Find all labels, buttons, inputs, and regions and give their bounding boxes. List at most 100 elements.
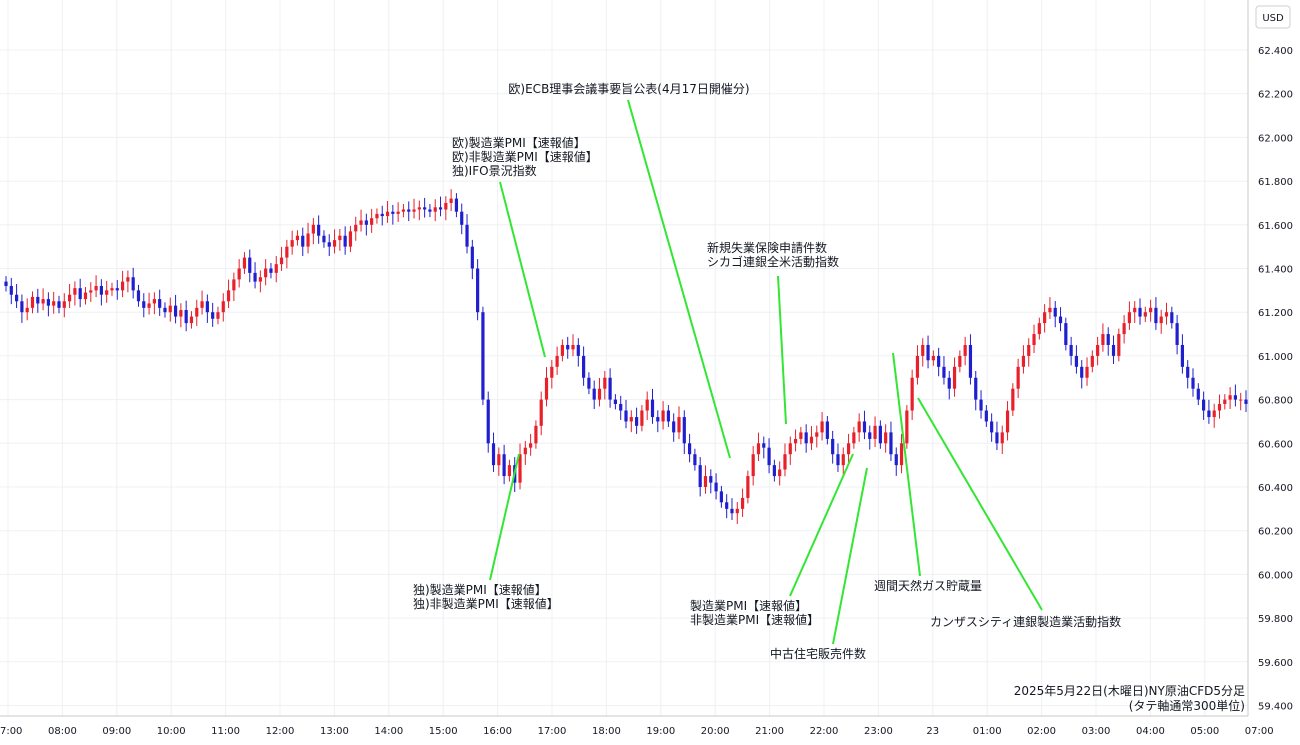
candle-body (804, 432, 808, 444)
candle-body (1191, 377, 1195, 389)
candle-body (1069, 344, 1073, 356)
y-axis-panel (1248, 0, 1300, 745)
candle-body (831, 438, 835, 455)
candle-body (78, 288, 82, 300)
annotation-text: 独)非製造業PMI【速報値】 (413, 596, 559, 611)
candle-body (958, 355, 962, 367)
candle-body (762, 443, 766, 448)
candle-body (809, 436, 814, 444)
candle-body (279, 257, 284, 265)
candle-body (1170, 312, 1174, 324)
candle-body (841, 454, 845, 466)
x-tick-label: 03:00 (1082, 726, 1111, 737)
candle-body (799, 432, 803, 439)
annotation-text: 新規失業保険申請件数 (707, 240, 827, 255)
candle-body (242, 257, 247, 269)
y-tick-label: 59.400 (1258, 702, 1293, 713)
candle-body (1143, 312, 1147, 317)
candle-body (1175, 323, 1179, 345)
candle-body (89, 290, 93, 293)
candle-body (523, 447, 527, 455)
x-tick-label: 04:00 (1136, 726, 1165, 737)
candle-body (428, 209, 432, 212)
candle-body (873, 425, 877, 439)
candle-body (359, 220, 363, 225)
candle-body (327, 242, 331, 247)
candle-body (619, 403, 623, 411)
candle-body (852, 432, 856, 444)
y-tick-label: 62.400 (1258, 46, 1293, 57)
candle-body (67, 294, 72, 302)
candle-body (258, 277, 262, 282)
candle-body (317, 224, 321, 236)
candle-body (9, 285, 13, 295)
candle-body (1032, 334, 1036, 345)
candle-body (99, 285, 103, 295)
x-tick-label: 01:00 (973, 726, 1002, 737)
candle-body (1228, 395, 1232, 400)
candle-body (682, 417, 686, 444)
candle-body (815, 432, 819, 437)
candle-body (4, 281, 8, 286)
candle-body (587, 377, 591, 389)
x-tick-label: 14:00 (374, 726, 403, 737)
candle-body (412, 209, 416, 212)
candle-body (168, 305, 172, 313)
candle-body (915, 355, 920, 378)
candle-body (1217, 403, 1222, 411)
annotations: 欧)ECB理事会議事要旨公表(4月17日開催分) 欧)製造業PMI【速報値】欧)非… (413, 82, 1121, 661)
candle-body (232, 279, 236, 291)
grid (0, 0, 1260, 716)
candle-body (83, 292, 88, 300)
candle-body (1186, 366, 1190, 378)
candle-body (1111, 344, 1116, 356)
chart-title-line1: 2025年5月22日(木曜日)NY原油CFD5分足 (1014, 684, 1245, 698)
x-tick-label: 21:00 (755, 726, 784, 737)
chart-title-line2: (タテ軸通常300単位) (1129, 698, 1245, 713)
candle-body (910, 377, 914, 411)
candle-body (693, 454, 697, 466)
x-tick-label: 20:00 (701, 726, 730, 737)
candle-body (661, 410, 665, 422)
candle-body (211, 312, 215, 319)
candle-body (476, 268, 480, 313)
candle-body (423, 207, 427, 210)
y-tick-label: 60.000 (1258, 570, 1293, 581)
candle-body (52, 301, 56, 306)
candle-body (560, 344, 565, 356)
candle-body (995, 432, 999, 444)
candle-body (836, 454, 840, 466)
candle-body (534, 425, 538, 444)
candle-body (179, 310, 183, 317)
candle-body (30, 296, 35, 308)
candle-body (613, 399, 618, 404)
candle-body (274, 264, 278, 273)
y-tick-label: 61.400 (1258, 265, 1293, 276)
candle-body (1164, 312, 1169, 317)
candle-body (963, 344, 967, 356)
candle-body (142, 301, 146, 308)
candle-body (195, 307, 199, 317)
candle-body (767, 447, 771, 466)
candle-body (269, 268, 273, 273)
candle-body (783, 454, 787, 470)
candle-body (756, 443, 761, 455)
candle-body (937, 355, 941, 367)
candle-body (974, 377, 978, 400)
y-tick-label: 60.800 (1258, 396, 1293, 407)
candle-body (449, 198, 453, 203)
candle-body (698, 465, 702, 487)
candle-body (396, 211, 400, 214)
x-tick-label: 12:00 (266, 726, 295, 737)
candle-body (1202, 399, 1206, 411)
annotation-text: 欧)非製造業PMI【速報値】 (452, 149, 598, 164)
candle-body (952, 366, 957, 389)
candle-body (725, 502, 729, 509)
candle-body (709, 476, 713, 483)
candle-body (73, 288, 77, 295)
candle-body (348, 231, 353, 247)
x-tick-label: 07:00 (0, 726, 22, 737)
candle-body (947, 377, 951, 389)
candle-body (115, 288, 119, 291)
